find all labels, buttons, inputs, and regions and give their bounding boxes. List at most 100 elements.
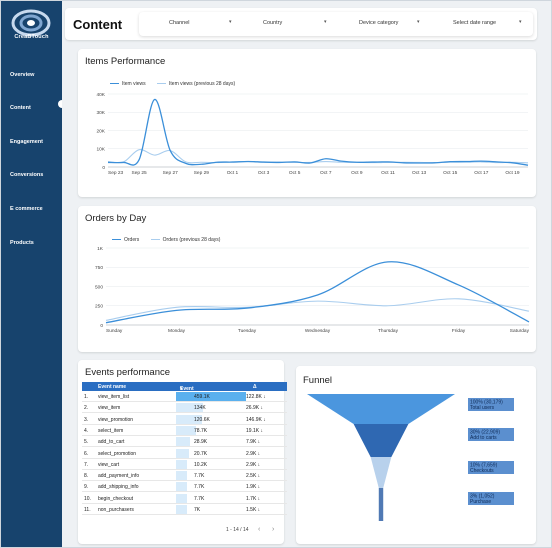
event-name-cell: view_item: [98, 405, 121, 412]
event-name-cell: select_item: [98, 427, 124, 434]
series-line-current: [105, 261, 530, 324]
sidebar-item-content[interactable]: Content: [10, 105, 31, 111]
event-delta-cell: 7.9K ↓: [246, 439, 261, 446]
table-row[interactable]: 7. view_cart 10.2K 2.9K ↓: [82, 459, 287, 470]
sidebar: CreaBTouch Overview Content Engagement C…: [1, 1, 62, 547]
prev-page-icon[interactable]: ‹: [258, 526, 261, 533]
table-row[interactable]: 1. view_item_list 459.1K 122.8K ↓: [82, 391, 287, 402]
row-index: 4.: [84, 427, 89, 434]
filter-channel[interactable]: Channel: [169, 20, 190, 26]
y-tick-label: 20K: [96, 128, 105, 134]
column-header-delta[interactable]: Δ: [253, 384, 257, 390]
legend-swatch-current: [110, 82, 119, 85]
filter-country[interactable]: Country: [263, 20, 283, 26]
filter-date-range[interactable]: Select date range: [453, 20, 497, 26]
chevron-down-icon[interactable]: ▾: [229, 19, 232, 25]
funnel-stage-label: Add to carts: [470, 435, 497, 441]
events-table-header: Event name Event count ▾ Δ: [82, 382, 287, 398]
event-count-cell: 134K: [194, 405, 206, 412]
table-row[interactable]: 10. begin_checkout 7.7K 1.7K ↓: [82, 493, 287, 504]
legend-item-previous: Item views (previous 28 days): [169, 81, 236, 87]
legend-swatch-previous: [157, 82, 167, 85]
x-tick-label: Oct 13: [412, 170, 426, 176]
event-name-cell: non_purchasers: [98, 507, 134, 513]
funnel-stage: [370, 457, 392, 488]
funnel-stage: [378, 488, 384, 521]
series-line-current: [107, 98, 529, 166]
event-delta-cell: 2.9K ↓: [246, 461, 261, 468]
event-count-cell: 7.7K: [194, 495, 205, 502]
table-row[interactable]: 5. add_to_cart 28.9K 7.9K ↓: [82, 436, 287, 448]
sidebar-item-overview[interactable]: Overview: [10, 72, 35, 78]
event-count-cell: 7.7K: [194, 473, 205, 480]
sidebar-item-products[interactable]: Products: [10, 240, 34, 246]
x-tick-label: Sep 25: [132, 170, 148, 176]
sidebar-item-engagement[interactable]: Engagement: [10, 139, 44, 145]
table-row[interactable]: 4. select_item 78.7K 19.1K ↓: [82, 425, 287, 436]
event-delta-cell: 122.8K ↓: [246, 394, 266, 400]
event-delta-cell: 1.5K ↓: [246, 507, 261, 513]
column-header-event-name[interactable]: Event name: [98, 384, 127, 390]
funnel-stage-percent: 30% (22,909): [470, 430, 500, 436]
event-delta-cell: 2.9K ↓: [246, 450, 261, 457]
x-tick-label: Sep 29: [194, 170, 210, 176]
row-index: 8.: [84, 473, 89, 480]
series-line-previous: [105, 298, 530, 321]
funnel-stage-percent: 100% (30,179): [470, 400, 503, 406]
event-name-cell: add_to_cart: [98, 439, 125, 446]
chevron-down-icon[interactable]: ▾: [519, 19, 522, 25]
table-row[interactable]: 8. add_payment_info 7.7K 2.5K ↓: [82, 470, 287, 482]
x-tick-label: Oct 17: [474, 170, 488, 176]
card-title: Items Performance: [85, 56, 166, 67]
table-row[interactable]: 9. add_shipping_info 7.7K 1.9K ↓: [82, 481, 287, 493]
x-tick-label: Oct 7: [320, 170, 332, 176]
y-tick-label: 40K: [96, 92, 105, 98]
event-count-bar: [176, 505, 187, 514]
chart-legend: Orders Orders (previous 28 days): [112, 237, 220, 243]
x-tick-label: Wednesday: [305, 328, 331, 334]
x-tick-label: Thursday: [378, 328, 399, 334]
funnel-label-bg: [468, 428, 514, 441]
x-tick-label: Monday: [168, 328, 186, 334]
event-count-cell: 7.7K: [194, 484, 205, 491]
event-count-bar: [176, 448, 189, 458]
chevron-down-icon[interactable]: ▾: [417, 19, 420, 25]
sort-desc-icon: ▾: [180, 386, 183, 392]
event-count-cell: 78.7K: [194, 427, 208, 434]
chevron-down-icon[interactable]: ▾: [324, 19, 327, 25]
items-performance-chart: 0 10K 20K 30K 40K Sep 23 Sep 25 Sep 27 Sep 29 Oct…: [96, 92, 529, 176]
x-tick-label: Sep 23: [108, 170, 124, 176]
row-index: 7.: [84, 461, 89, 468]
table-row[interactable]: 2. view_item 134K 26.9K ↓: [82, 402, 287, 414]
filter-device-category[interactable]: Device category: [359, 20, 399, 26]
page-header: Content Channel ▾ Country ▾ Device categ…: [65, 8, 537, 40]
event-count-cell: 459.1K: [194, 394, 210, 400]
table-row[interactable]: 3. view_promotion 120.6K 146.9K ↓: [82, 414, 287, 425]
items-performance-card: Items Performance Item views Item views …: [78, 49, 536, 197]
legend-item-current: Orders: [124, 237, 140, 243]
table-row[interactable]: 6. select_promotion 20.7K 2.9K ↓: [82, 448, 287, 459]
event-name-cell: add_shipping_info: [98, 484, 139, 491]
funnel-stage-label: Checkouts: [470, 468, 494, 474]
event-count-bar: [176, 493, 188, 503]
sidebar-item-conversions[interactable]: Conversions: [10, 172, 44, 178]
row-index: 3.: [84, 416, 89, 423]
event-count-bar: [176, 437, 190, 447]
event-name-cell: view_cart: [98, 461, 120, 468]
next-page-icon[interactable]: ›: [272, 526, 275, 533]
table-row[interactable]: 11. non_purchasers 7K 1.5K ↓: [82, 504, 287, 515]
row-index: 9.: [84, 484, 89, 491]
x-tick-label: Saturday: [510, 328, 530, 334]
funnel-stage-label: Total users: [470, 405, 495, 411]
event-name-cell: select_promotion: [98, 450, 137, 457]
y-tick-label: 1K: [97, 246, 104, 252]
event-name-cell: begin_checkout: [98, 495, 134, 502]
row-index: 5.: [84, 439, 89, 446]
card-title: Funnel: [303, 375, 333, 386]
sidebar-item-ecommerce[interactable]: E commerce: [10, 206, 43, 212]
x-tick-label: Oct 11: [381, 170, 395, 176]
y-tick-label: 250: [95, 304, 103, 310]
card-title: Orders by Day: [85, 213, 147, 224]
event-count-bar: [176, 392, 246, 401]
x-tick-label: Oct 19: [505, 170, 519, 176]
